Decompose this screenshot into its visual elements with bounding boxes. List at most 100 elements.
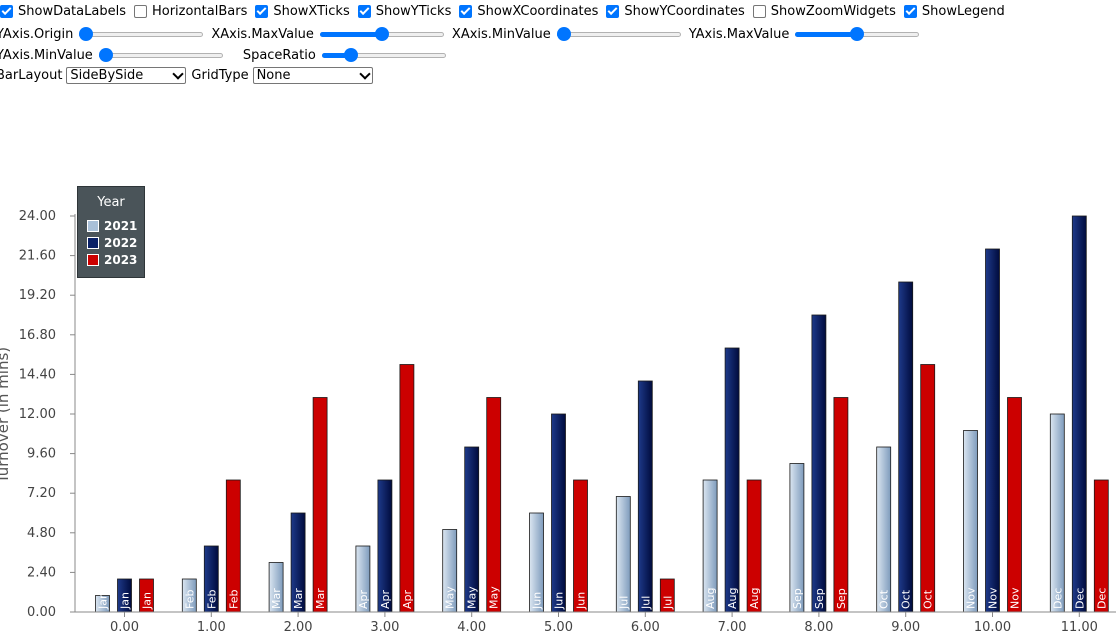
x-axis-min-value-slider[interactable] [556,26,681,42]
bar-data-label: Mar [270,588,283,609]
slider-thumb[interactable] [98,48,113,62]
y-tick-label: 24.00 [19,209,56,224]
x-tick-label: 7.00 [718,620,747,635]
bar-data-label: Mar [292,588,305,609]
bar-data-label: Jan [97,592,110,610]
bar-data-label: May [466,586,479,609]
slider-thumb[interactable] [79,27,94,41]
legend-label: 2022 [104,236,138,250]
bar-data-label: Jul [617,596,630,610]
show-x-coordinates-checkbox[interactable]: ShowXCoordinates [455,4,598,19]
show-x-ticks-checkbox[interactable]: ShowXTicks [251,4,350,19]
grid-type-label: GridType [191,68,249,83]
slider-thumb[interactable] [556,27,571,41]
checkbox-box[interactable] [357,5,371,18]
legend-swatch [87,220,99,232]
checkbox-box[interactable] [255,5,269,18]
show-legend-checkbox[interactable]: ShowLegend [900,4,1005,19]
legend-label: 2023 [104,253,138,267]
grid-type-select[interactable]: None [252,67,373,84]
bar-2022[interactable] [985,248,1000,613]
bar-data-label: Apr [357,589,370,609]
show-y-coordinates-checkbox[interactable]: ShowYCoordinates [602,4,745,19]
legend-item: 2023 [87,253,137,267]
y-tick-label: 4.80 [27,526,56,541]
legend-label: 2021 [104,219,138,233]
checkbox-label: ShowXTicks [273,4,350,19]
x-axis-max-value-label: XAxis.MaxValue [211,26,314,42]
slider-thumb[interactable] [343,48,358,62]
bar-2021[interactable] [615,496,631,613]
bar-2021[interactable] [876,446,892,613]
show-data-labels-checkbox[interactable]: ShowDataLabels [0,4,126,19]
bar-data-label: Dec [1095,588,1108,609]
x-tick-label: 9.00 [891,620,920,635]
y-tick-label: 9.60 [27,447,56,462]
checkbox-box[interactable] [903,5,917,18]
y-axis-max-value-slider[interactable] [795,26,920,42]
slider-thumb[interactable] [850,27,865,41]
bar-2023[interactable] [312,397,328,613]
slider-thumb[interactable] [374,27,389,41]
bar-data-label: Feb [183,590,196,609]
space-ratio-slider[interactable] [321,47,446,63]
x-tick-label: 4.00 [457,620,486,635]
y-tick-label: 12.00 [19,407,56,422]
select-value: None [256,68,291,83]
slider-fill [795,32,858,37]
bar-data-label: Oct [922,589,935,609]
bar-2023[interactable] [833,397,849,613]
y-tick-label: 14.40 [19,367,56,382]
show-y-ticks-checkbox[interactable]: ShowYTicks [354,4,451,19]
y-tick-label: 16.80 [19,328,56,343]
checkbox-row: ShowDataLabels HorizontalBars ShowXTicks… [0,4,1009,19]
bar-2023[interactable] [399,364,415,613]
bar-layout-label: BarLayout [0,68,63,83]
checkbox-box[interactable] [459,5,473,18]
bar-data-label: Nov [965,587,978,609]
bar-2022[interactable] [898,281,914,613]
bar-2023[interactable] [1007,397,1022,613]
x-tick-label: 11.00 [1061,620,1098,635]
checkbox-box[interactable] [606,5,620,18]
bar-data-label: Aug [704,588,717,609]
bar-data-label: Apr [379,589,392,609]
bar-2022[interactable] [811,314,827,613]
show-zoom-widgets-checkbox[interactable]: ShowZoomWidgets [749,4,896,19]
space-ratio-label: SpaceRatio [242,47,316,63]
x-tick-label: 0.00 [110,620,139,635]
checkbox-box[interactable] [0,5,13,18]
x-tick-label: 10.00 [974,620,1011,635]
bar-2021[interactable] [1049,413,1065,613]
y-axis-origin-label: YAxis.Origin [0,26,74,42]
checkbox-box[interactable] [133,5,147,18]
x-tick-label: 5.00 [544,620,573,635]
y-axis-min-value-slider[interactable] [98,47,223,63]
bar-data-label: Dec [1073,588,1086,609]
x-tick-label: 8.00 [804,620,833,635]
slider-fill [319,32,382,37]
bar-2023[interactable] [920,364,936,613]
bar-2021[interactable] [963,430,978,613]
y-tick-label: 21.60 [19,249,56,264]
bar-2022[interactable] [1071,215,1087,613]
bar-2022[interactable] [637,380,653,613]
slider-row-1: YAxis.Origin XAxis.MaxValue XAxis.MinVal… [0,26,927,42]
checkbox-label: ShowXCoordinates [477,4,599,19]
x-axis-max-value-slider[interactable] [319,26,444,42]
y-axis-origin-slider[interactable] [79,26,204,42]
checkbox-label: HorizontalBars [151,4,248,19]
x-tick-label: 3.00 [370,620,399,635]
bar-data-label: Nov [987,587,1000,609]
y-axis-min-value-label: YAxis.MinValue [0,47,93,63]
bar-data-label: Jul [639,596,652,610]
bar-2022[interactable] [724,347,740,613]
checkbox-label: ShowYCoordinates [624,4,745,19]
bar-data-label: Mar [314,588,327,609]
bar-2022[interactable] [551,413,566,613]
bar-2023[interactable] [486,397,502,613]
checkbox-box[interactable] [752,5,766,18]
horizontal-bars-checkbox[interactable]: HorizontalBars [130,4,247,19]
bar-layout-select[interactable]: SideBySide [66,67,187,84]
